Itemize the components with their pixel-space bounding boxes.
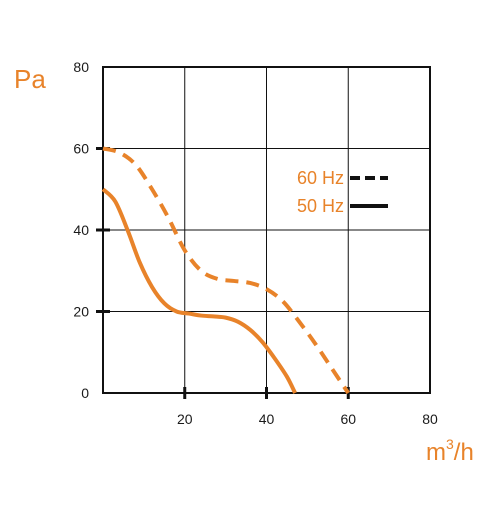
- y-tick-label: 60: [73, 141, 89, 157]
- x-tick-label: 80: [422, 411, 438, 427]
- series-lines: [101, 146, 350, 395]
- plot-frame: [102, 66, 431, 394]
- y-tick-label: 0: [81, 385, 89, 401]
- x-tick-label: 60: [340, 411, 356, 427]
- y-tick-label: 80: [73, 59, 89, 75]
- y-axis-label: Pa: [14, 64, 46, 94]
- legend: 60 Hz 50 Hz: [297, 168, 388, 216]
- tick-labels: 20 40 60 80 0 20 40 60 80: [73, 59, 438, 427]
- x-axis-label-sup: 3: [446, 436, 454, 452]
- legend-label: 60 Hz: [297, 168, 344, 188]
- series-line-50-hz: [101, 187, 297, 394]
- x-tick-label: 40: [259, 411, 275, 427]
- y-tick-label: 20: [73, 304, 89, 320]
- x-axis-label-base: m: [426, 439, 446, 466]
- series-line-60-hz: [102, 146, 350, 395]
- x-axis-label-tail: /h: [454, 439, 474, 466]
- y-tick-label: 40: [73, 222, 89, 238]
- x-tick-label: 20: [177, 411, 193, 427]
- grid-lines: [103, 67, 430, 393]
- legend-label: 50 Hz: [297, 196, 344, 216]
- x-axis-label: m3/h: [426, 436, 474, 466]
